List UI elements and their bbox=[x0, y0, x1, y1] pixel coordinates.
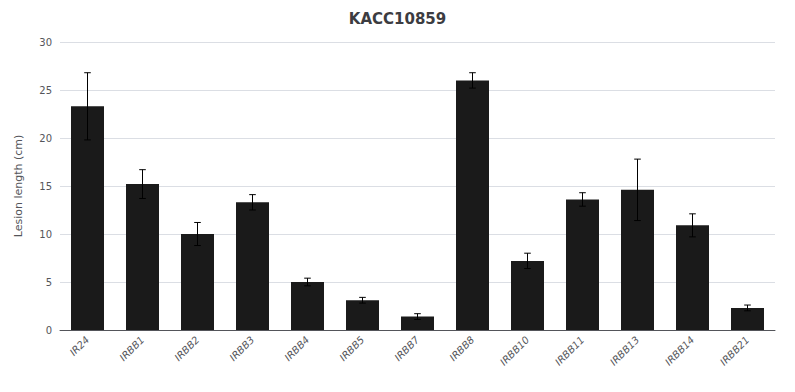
svg-text:IRBB7: IRBB7 bbox=[392, 334, 421, 363]
svg-text:IRBB4: IRBB4 bbox=[282, 334, 311, 363]
svg-text:Lesion length (cm): Lesion length (cm) bbox=[12, 135, 25, 238]
svg-text:IRBB14: IRBB14 bbox=[663, 334, 696, 367]
svg-text:IRBB2: IRBB2 bbox=[172, 334, 201, 363]
svg-text:10: 10 bbox=[39, 229, 52, 240]
svg-text:IRBB8: IRBB8 bbox=[447, 334, 476, 363]
svg-text:IR24: IR24 bbox=[68, 334, 92, 358]
svg-text:IRBB5: IRBB5 bbox=[337, 334, 366, 363]
svg-text:IRBB13: IRBB13 bbox=[608, 334, 641, 367]
svg-text:IRBB11: IRBB11 bbox=[553, 334, 586, 367]
svg-text:IRBB10: IRBB10 bbox=[498, 334, 531, 367]
svg-text:30: 30 bbox=[39, 37, 52, 48]
svg-text:25: 25 bbox=[39, 85, 52, 96]
svg-text:IRBB21: IRBB21 bbox=[718, 334, 751, 367]
svg-text:15: 15 bbox=[39, 181, 52, 192]
svg-text:5: 5 bbox=[46, 277, 52, 288]
svg-text:20: 20 bbox=[39, 133, 52, 144]
svg-text:IRBB3: IRBB3 bbox=[227, 334, 256, 363]
svg-text:KACC10859: KACC10859 bbox=[349, 10, 446, 28]
svg-text:0: 0 bbox=[46, 325, 52, 336]
svg-text:IRBB1: IRBB1 bbox=[117, 334, 146, 363]
